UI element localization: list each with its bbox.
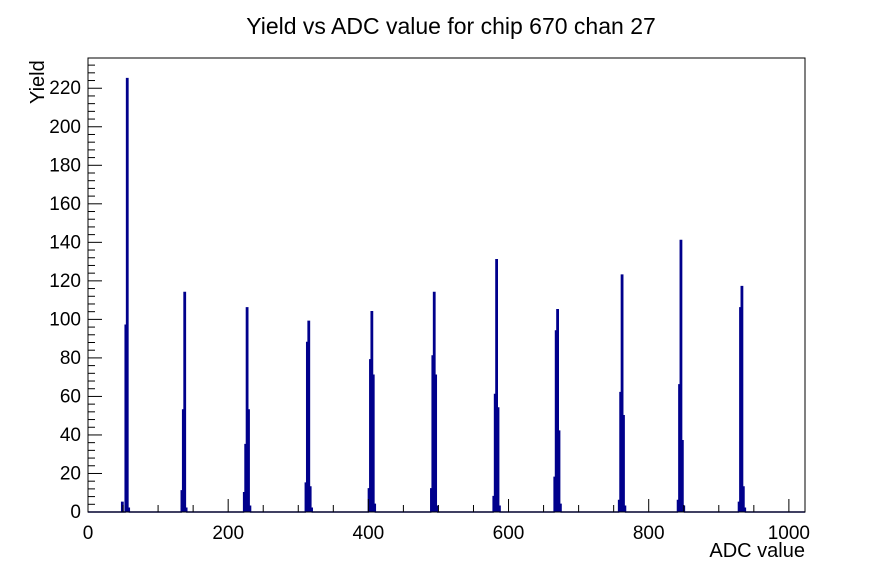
axis-ticks bbox=[87, 64, 790, 513]
y-axis-title: Yield bbox=[27, 60, 49, 104]
y-tick-label: 100 bbox=[49, 309, 81, 330]
x-tick-label: 200 bbox=[212, 523, 244, 544]
y-tick-label: 220 bbox=[49, 78, 81, 99]
x-tick-label: 1000 bbox=[768, 523, 810, 544]
y-tick-label: 40 bbox=[60, 425, 81, 446]
chart-title: Yield vs ADC value for chip 670 chan 27 bbox=[246, 13, 656, 39]
y-tick-label: 120 bbox=[49, 271, 81, 292]
x-tick-label: 800 bbox=[633, 523, 665, 544]
frame-rect bbox=[87, 57, 806, 513]
y-tick-label: 140 bbox=[49, 232, 81, 253]
x-tick-label: 0 bbox=[83, 523, 94, 544]
y-tick-label: 60 bbox=[60, 386, 81, 407]
histogram-line bbox=[88, 77, 805, 513]
histogram-layer bbox=[88, 77, 805, 513]
x-axis-title: ADC value bbox=[709, 540, 805, 562]
x-tick-label: 600 bbox=[493, 523, 525, 544]
x-tick-label: 400 bbox=[353, 523, 385, 544]
plot-frame bbox=[87, 57, 806, 513]
y-tick-label: 180 bbox=[49, 155, 81, 176]
y-tick-label: 20 bbox=[60, 463, 81, 484]
tick-labels: 0 200 400 600 800 1000 0 20 40 60 80 100 120 140 160 18… bbox=[49, 78, 810, 544]
y-tick-label: 80 bbox=[60, 348, 81, 369]
y-tick-label: 0 bbox=[70, 502, 81, 523]
y-tick-label: 160 bbox=[49, 194, 81, 215]
y-tick-label: 200 bbox=[49, 117, 81, 138]
